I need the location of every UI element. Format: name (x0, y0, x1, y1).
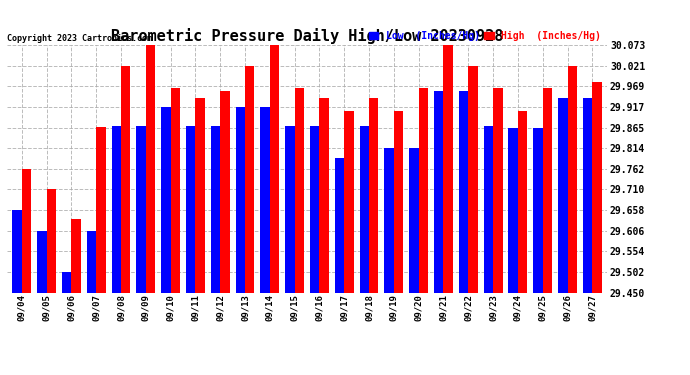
Bar (335, 158, 344, 292)
Bar (22, 168, 31, 292)
Bar (235, 107, 245, 292)
Bar (583, 98, 592, 292)
Bar (295, 87, 304, 292)
Bar (558, 98, 567, 292)
Bar (47, 189, 56, 292)
Bar (112, 126, 121, 292)
Bar (567, 66, 577, 292)
Text: Copyright 2023 Cartronics.com: Copyright 2023 Cartronics.com (7, 33, 152, 42)
Bar (245, 66, 255, 292)
Bar (509, 128, 518, 292)
Bar (161, 107, 170, 292)
Bar (518, 111, 527, 292)
Bar (87, 231, 96, 292)
Bar (469, 66, 477, 292)
Bar (394, 111, 403, 292)
Bar (543, 87, 552, 292)
Bar (195, 98, 205, 292)
Bar (186, 126, 195, 292)
Bar (592, 82, 602, 292)
Bar (12, 210, 22, 292)
Bar (170, 87, 180, 292)
Bar (434, 91, 444, 292)
Bar (359, 126, 369, 292)
Bar (71, 219, 81, 292)
Bar (493, 87, 502, 292)
Bar (319, 98, 329, 292)
Bar (444, 45, 453, 292)
Bar (484, 126, 493, 292)
Bar (459, 91, 469, 292)
Bar (146, 45, 155, 292)
Bar (270, 45, 279, 292)
Bar (96, 127, 106, 292)
Bar (121, 66, 130, 292)
Bar (137, 126, 146, 292)
Bar (62, 272, 71, 292)
Bar (260, 107, 270, 292)
Bar (419, 87, 428, 292)
Bar (37, 231, 47, 292)
Bar (344, 111, 354, 292)
Bar (533, 128, 543, 292)
Bar (285, 126, 295, 292)
Bar (409, 148, 419, 292)
Bar (369, 98, 379, 292)
Bar (211, 126, 220, 292)
Bar (384, 148, 394, 292)
Legend: Low  (Inches/Hg), High  (Inches/Hg): Low (Inches/Hg), High (Inches/Hg) (368, 30, 602, 42)
Bar (220, 91, 230, 292)
Bar (310, 126, 319, 292)
Title: Barometric Pressure Daily High/Low 20230928: Barometric Pressure Daily High/Low 20230… (111, 28, 503, 44)
